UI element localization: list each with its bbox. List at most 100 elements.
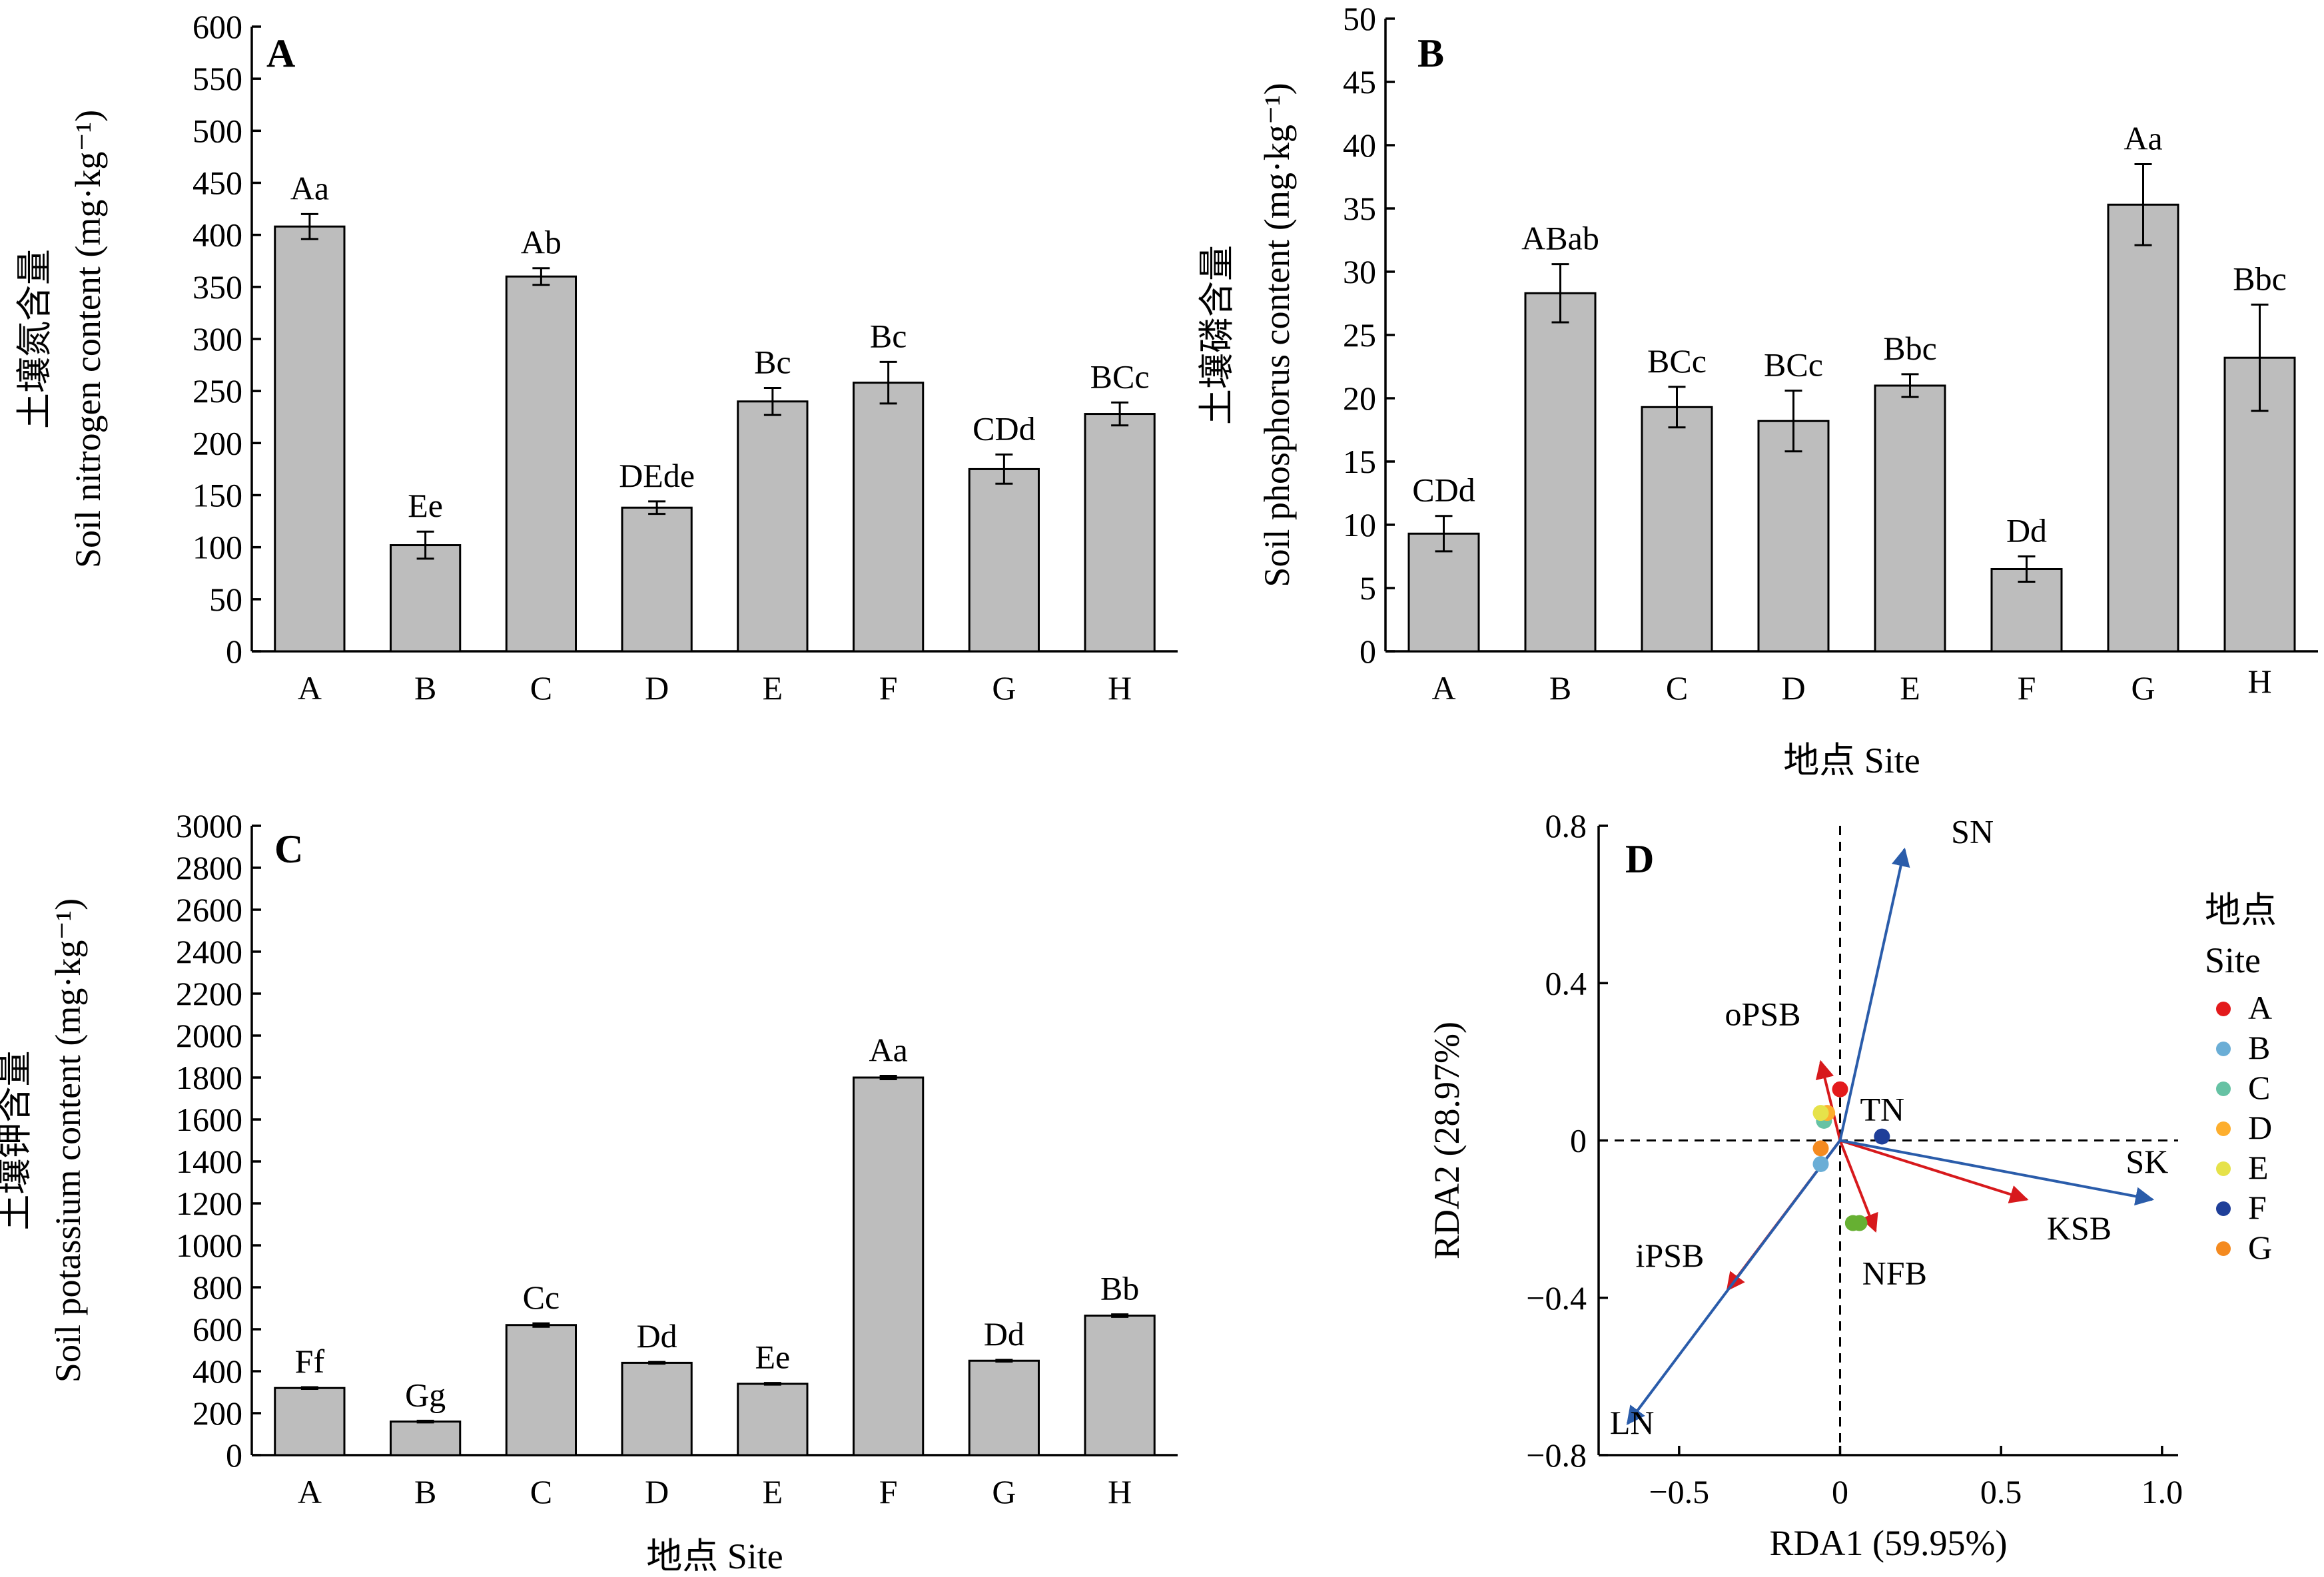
significance-label: Bbc	[1883, 330, 1937, 367]
x-tick-label: −0.5	[1649, 1473, 1709, 1510]
bar	[968, 468, 1040, 653]
y-tick-label: 300	[193, 320, 242, 358]
site-point	[1851, 1215, 1868, 1231]
y-tick-label: 450	[193, 164, 242, 202]
x-tick-label: D	[1781, 669, 1805, 707]
x-tick-label: H	[1108, 669, 1132, 707]
y-tick-label: 550	[193, 60, 242, 97]
y-tick-label: 1800	[176, 1059, 242, 1096]
y-tick-label: 1600	[176, 1101, 242, 1138]
site-point	[1812, 1140, 1829, 1157]
bar	[1524, 292, 1597, 653]
significance-label: CDd	[1412, 472, 1475, 509]
site-point	[1812, 1105, 1829, 1121]
y-tick-label: 2600	[176, 891, 242, 928]
significance-label: Aa	[290, 169, 329, 206]
bar	[505, 1324, 577, 1456]
significance-label: BCc	[1647, 342, 1707, 380]
x-tick-label: D	[645, 1473, 669, 1510]
site-point	[1874, 1128, 1890, 1145]
panel-a: 0 50 100 150 200 250 300 350 400 450 500 550 600 Aa A E…	[15, 8, 1178, 707]
y-tick-label: 0	[1570, 1122, 1587, 1159]
bar	[505, 275, 577, 653]
significance-label: Ff	[295, 1343, 325, 1380]
y-axis-label: Soil potassium content (mg·kg⁻¹)	[48, 898, 88, 1383]
significance-label: ABab	[1521, 220, 1599, 257]
y-tick-label: 500	[193, 112, 242, 149]
legend-label: A	[2248, 989, 2272, 1026]
y-tick-label: 350	[193, 268, 242, 306]
environment-arrow	[1626, 1139, 1842, 1425]
x-tick-label: E	[1900, 669, 1920, 707]
x-tick-label: A	[298, 669, 322, 707]
y-tick-label: 5	[1359, 569, 1376, 607]
species-arrow	[1838, 1139, 1878, 1233]
legend-label: C	[2248, 1069, 2270, 1106]
y-tick-label: 1400	[176, 1143, 242, 1180]
y-tick-label: 10	[1343, 506, 1376, 543]
bar	[853, 1076, 925, 1456]
y-tick-label: 400	[193, 216, 242, 254]
legend-label: G	[2248, 1229, 2272, 1266]
x-tick-label: E	[763, 669, 783, 707]
y-tick-label: 30	[1343, 253, 1376, 290]
y-tick-label: 400	[193, 1353, 242, 1390]
bar	[968, 1359, 1040, 1456]
x-tick-label: H	[2247, 663, 2271, 700]
significance-label: Dd	[2006, 512, 2047, 549]
significance-label: BCc	[1764, 346, 1823, 384]
significance-label: Ab	[521, 224, 562, 261]
y-tick-label: 40	[1343, 127, 1376, 164]
y-tick-label: 25	[1343, 316, 1376, 354]
x-tick-label: H	[1108, 1473, 1132, 1510]
x-tick-label: A	[298, 1473, 322, 1510]
bar	[621, 506, 693, 653]
x-tick-label: F	[2018, 669, 2036, 707]
y-tick-label: 2000	[176, 1017, 242, 1054]
panel-d: −0.5 0 0.5 1.0 −0.8 −0.4 0 0.4 0.8 RDA1 (59.95%) R…	[1427, 807, 2277, 1563]
x-tick-label: B	[1549, 669, 1571, 707]
legend-title: Site	[2205, 940, 2261, 980]
legend-label: B	[2248, 1029, 2270, 1066]
bar	[1084, 413, 1156, 653]
environment-arrow	[1840, 1139, 2155, 1206]
y-tick-label: 200	[193, 1395, 242, 1432]
bar	[737, 1383, 809, 1456]
bar	[274, 1387, 346, 1456]
significance-label: Ee	[408, 487, 443, 524]
x-tick-label: C	[530, 1473, 552, 1510]
species-arrow-label: iPSB	[1635, 1237, 1704, 1274]
legend-marker	[2216, 1241, 2231, 1256]
legend-marker	[2216, 1002, 2231, 1016]
x-tick-label: 0	[1832, 1473, 1848, 1510]
bar	[1757, 420, 1830, 653]
y-tick-label: 150	[193, 477, 242, 514]
x-axis-label: 地点 Site	[1783, 741, 1920, 781]
species-arrow	[1839, 1139, 2029, 1203]
legend-marker	[2216, 1161, 2231, 1176]
significance-label: CDd	[972, 410, 1035, 448]
x-axis-label: 地点 Site	[646, 1536, 783, 1576]
y-axis-label: Soil nitrogen content (mg·kg⁻¹)	[68, 110, 108, 568]
y-tick-label: 1000	[176, 1227, 242, 1264]
y-tick-label: 20	[1343, 380, 1376, 417]
y-tick-label: 0.4	[1545, 964, 1587, 1002]
significance-label: DEde	[619, 457, 695, 494]
x-tick-label: 0.5	[1980, 1473, 2022, 1510]
panel-letter: D	[1625, 837, 1654, 881]
y-axis-label-chinese: 土壤磷含量	[1197, 245, 1237, 425]
panel-letter: B	[1417, 31, 1444, 75]
x-tick-label: A	[1431, 669, 1455, 707]
significance-label: Aa	[869, 1031, 907, 1068]
significance-label: Aa	[2124, 120, 2162, 157]
bar	[1641, 406, 1713, 653]
y-tick-label: 2200	[176, 975, 242, 1012]
bar	[737, 400, 809, 653]
y-tick-label: 50	[209, 581, 242, 618]
x-tick-label: D	[645, 669, 669, 707]
significance-label: Bb	[1100, 1270, 1139, 1307]
bar	[390, 544, 462, 653]
x-tick-label: G	[992, 1473, 1016, 1510]
environment-arrow-label: SN	[1951, 812, 1994, 850]
